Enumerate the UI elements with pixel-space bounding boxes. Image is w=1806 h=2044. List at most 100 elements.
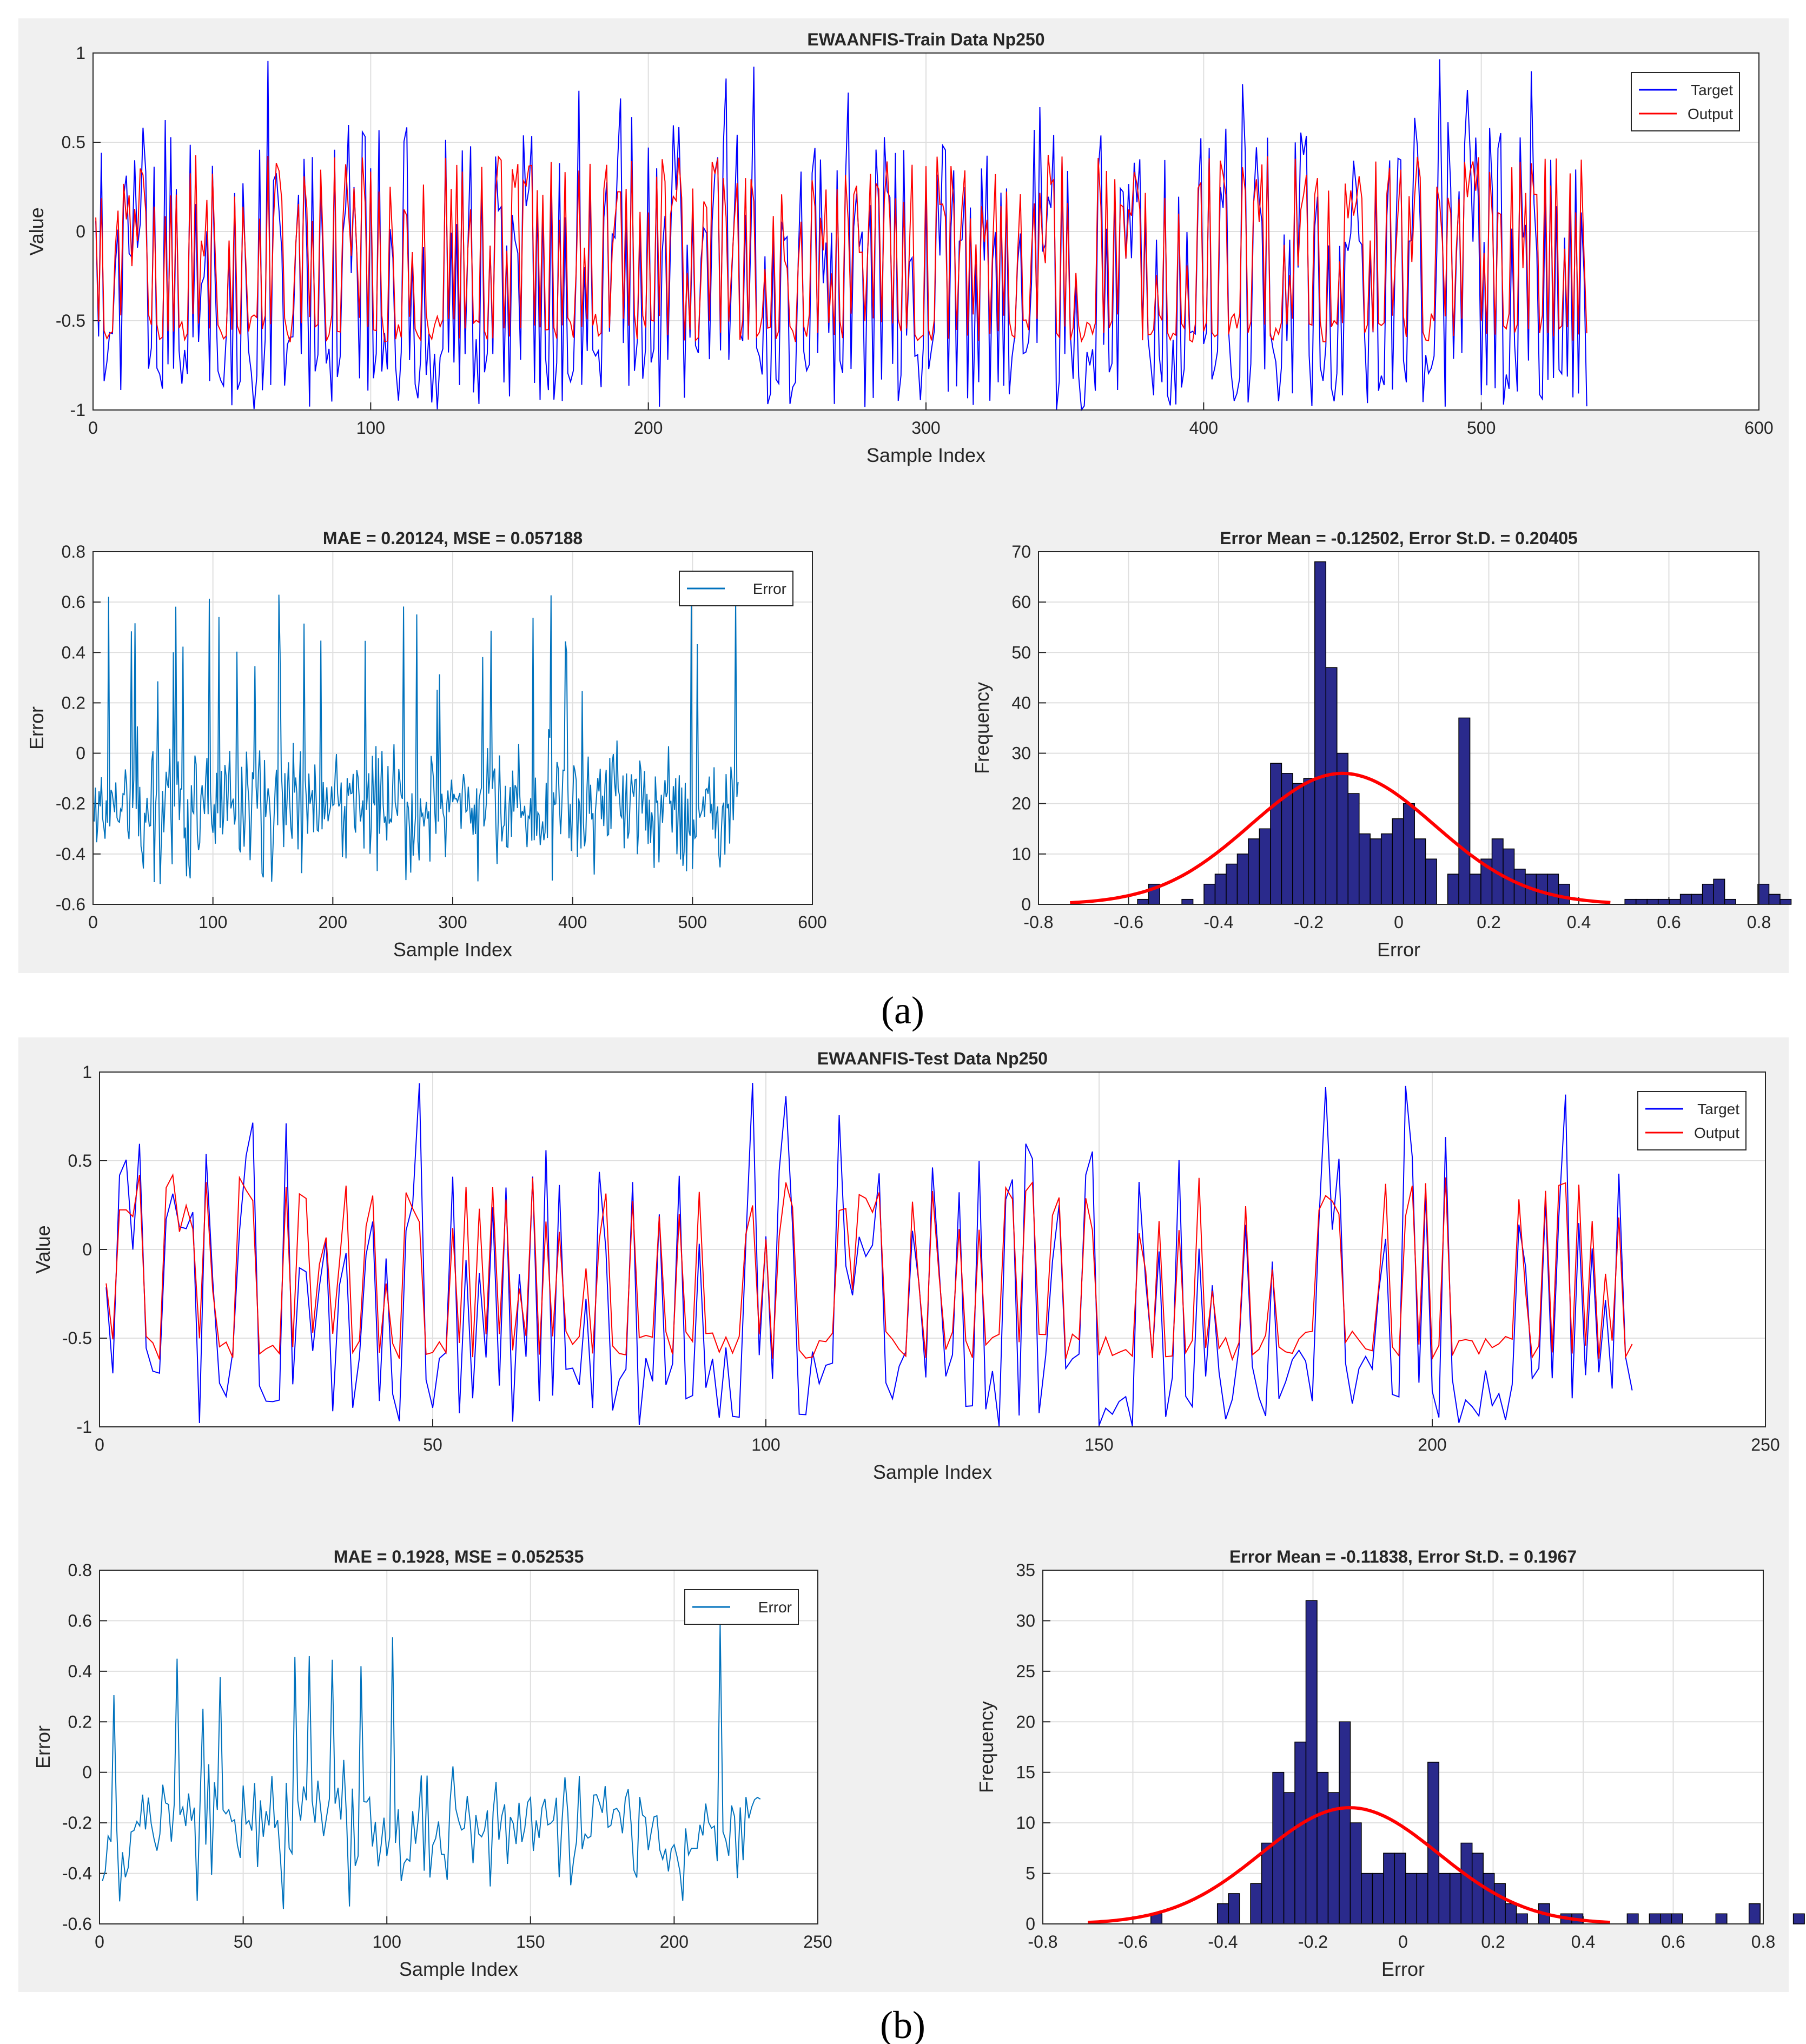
series-output-line <box>95 155 1587 343</box>
x-tick-label: 0 <box>95 1932 104 1952</box>
histogram-bar <box>1292 783 1305 905</box>
series-error-line <box>94 594 739 884</box>
y-tick-label: -0.6 <box>56 895 85 914</box>
histogram-bar <box>1449 1873 1461 1924</box>
y-tick-label: 15 <box>1016 1763 1035 1782</box>
histogram-bar <box>1471 1853 1484 1924</box>
histogram-bar <box>1303 778 1315 905</box>
y-tick-label: 5 <box>1026 1864 1035 1883</box>
histogram-bar <box>1270 763 1282 905</box>
y-tick-label: -0.5 <box>62 1328 92 1348</box>
y-tick-label: 0 <box>76 744 85 763</box>
histogram-bar <box>1394 1853 1406 1924</box>
x-tick-label: 0 <box>88 912 98 932</box>
x-tick-label: 200 <box>319 912 347 932</box>
histogram-bar <box>1339 1721 1351 1924</box>
x-axis-label: Error <box>1381 1958 1425 1980</box>
histogram-bar <box>1792 1913 1805 1924</box>
chart-test-series: 0 50 100 150 200 250 -1 -0.5 0 0.5 1 EWAANFIS-Test … <box>32 1049 1780 1483</box>
histogram-bar <box>1469 874 1481 905</box>
histogram-bar <box>1626 1913 1639 1924</box>
legend-label-target: Target <box>1697 1101 1739 1117</box>
histogram-bar <box>1438 1873 1451 1924</box>
series-error-line <box>102 1623 761 1909</box>
histogram-bar <box>1228 1893 1240 1924</box>
histogram-bar <box>1372 1873 1384 1924</box>
y-tick-label: 0.5 <box>62 133 85 152</box>
x-tick-label: 200 <box>634 418 663 438</box>
x-axis-label: Sample Index <box>399 1958 518 1980</box>
y-tick-label: 0.5 <box>68 1151 92 1170</box>
x-tick-label: 0 <box>88 418 98 438</box>
histogram-bar <box>1702 883 1714 905</box>
chart-train-series: 0 100 200 300 400 500 600 -1 -0.5 0 0.5 1 EWAANFIS-T… <box>25 30 1774 466</box>
histogram-bar <box>1460 1842 1473 1924</box>
y-axis-label: Value <box>32 1225 54 1273</box>
x-tick-label: 50 <box>423 1435 442 1454</box>
histogram-bar <box>1505 1903 1517 1924</box>
chart-train-error: 0 100 200 300 400 500 600 -0.6 -0.4 -0.2 0 0.2 0.4 0.… <box>25 528 827 961</box>
y-tick-label: -0.4 <box>56 844 85 864</box>
x-axis-label: Sample Index <box>866 444 985 466</box>
y-tick-label: 50 <box>1011 643 1031 662</box>
histogram-bar <box>1624 898 1637 905</box>
chart-test-error: 0 50 100 150 200 250 -0.6 -0.4 -0.2 0 0.2 0.4 0.6 0.8… <box>32 1547 832 1980</box>
histogram-bar <box>1657 898 1670 905</box>
histogram-bar <box>1305 1600 1318 1924</box>
y-tick-label: -1 <box>77 1417 92 1437</box>
histogram-bar <box>1458 717 1471 905</box>
histogram-bar <box>1380 833 1393 905</box>
legend-label-output: Output <box>1694 1124 1739 1141</box>
x-tick-label: -0.4 <box>1203 912 1233 932</box>
histogram-bar <box>1347 793 1360 905</box>
y-tick-label: -0.2 <box>56 794 85 813</box>
x-tick-label: 150 <box>516 1932 545 1952</box>
x-tick-label: 500 <box>1467 418 1496 438</box>
x-tick-label: -0.8 <box>1028 1932 1057 1952</box>
y-tick-label: 0 <box>76 222 85 241</box>
histogram-bar <box>1272 1771 1285 1924</box>
histogram-bar <box>1748 1903 1761 1924</box>
x-axis-label: Sample Index <box>393 938 512 961</box>
histogram-bar <box>1203 883 1216 905</box>
histogram-bar <box>1416 1873 1428 1924</box>
y-tick-label: 20 <box>1016 1712 1035 1731</box>
y-tick-label: 0 <box>1026 1914 1035 1934</box>
x-tick-label: 0.8 <box>1751 1932 1775 1952</box>
chart-title: MAE = 0.1928, MSE = 0.052535 <box>334 1547 584 1566</box>
y-tick-label: 0 <box>82 1763 92 1782</box>
histogram-bar <box>1669 898 1681 905</box>
histogram-bar <box>1403 803 1415 905</box>
y-axis-label: Error <box>25 706 48 750</box>
histogram-bar <box>1226 863 1238 905</box>
y-tick-label: -0.2 <box>62 1813 92 1833</box>
histogram-bar <box>1317 1771 1329 1924</box>
histogram-bar <box>1181 898 1194 905</box>
histogram-bar <box>1768 894 1781 905</box>
plot-area <box>100 1570 818 1924</box>
y-tick-label: 0.8 <box>62 542 85 561</box>
x-axis-label: Sample Index <box>873 1461 992 1483</box>
histogram-bar <box>1405 1873 1418 1924</box>
x-tick-label: 0.6 <box>1661 1932 1685 1952</box>
x-tick-label: 100 <box>199 912 227 932</box>
x-tick-label: -0.8 <box>1023 912 1053 932</box>
x-tick-label: 600 <box>1744 418 1773 438</box>
legend-label-error: Error <box>753 580 786 597</box>
chart-title: Error Mean = -0.11838, Error St.D. = 0.1… <box>1229 1547 1577 1566</box>
x-tick-label: 400 <box>1189 418 1218 438</box>
plot-frame <box>92 52 1759 411</box>
y-tick-label: 40 <box>1011 693 1031 712</box>
y-tick-label: 0.2 <box>62 693 85 712</box>
histogram-bar <box>1392 818 1404 905</box>
y-tick-label: 10 <box>1011 844 1031 864</box>
histogram-bar <box>1214 874 1227 905</box>
y-tick-label: -0.6 <box>62 1914 92 1934</box>
x-tick-label: 0 <box>1394 912 1404 932</box>
chart-title: Error Mean = -0.12502, Error St.D. = 0.2… <box>1220 528 1578 548</box>
x-tick-label: -0.4 <box>1208 1932 1238 1952</box>
y-tick-label: 60 <box>1011 592 1031 612</box>
chart-title: EWAANFIS-Test Data Np250 <box>817 1049 1048 1068</box>
histogram-bar <box>1261 1842 1273 1924</box>
